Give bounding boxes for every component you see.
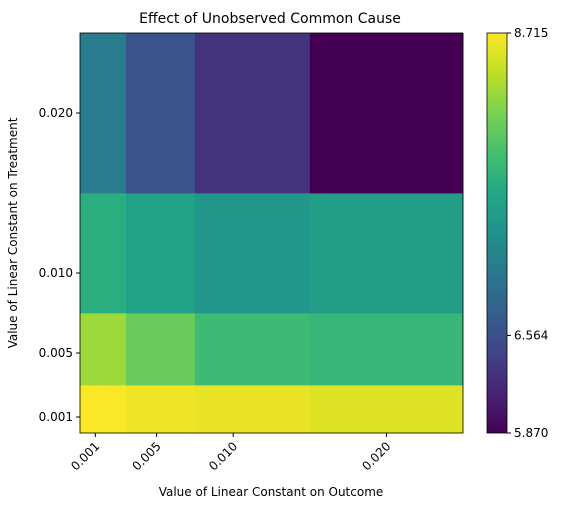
heatmap-cell [309,193,464,314]
heatmap-cell [125,385,196,434]
colorbar-tick-label: 6.564 [514,328,548,342]
y-tick-label: 0.010 [39,266,73,280]
heatmap-cell [125,193,196,314]
x-axis-label: Value of Linear Constant on Outcome [159,485,384,499]
heatmap-cell [194,193,311,314]
heatmap-cell [80,193,127,314]
x-tick-label: 0.020 [359,439,393,473]
x-tick-label: 0.005 [130,439,164,473]
heatmap-cell [80,313,127,386]
heatmap-cell [194,313,311,386]
colorbar [486,32,508,434]
heatmap-cells [80,33,464,434]
plot-frame [79,32,464,434]
heatmap-cell [309,33,464,194]
x-axis-ticks: 0.001 0.005 0.010 0.020 [68,433,394,473]
colorbar-tick-label: 5.870 [514,426,548,440]
heatmap-cell [80,33,127,194]
chart-title: Effect of Unobserved Common Cause [139,11,401,27]
y-tick-label: 0.005 [39,346,73,360]
heatmap-cell [309,313,464,386]
heatmap-cell [309,385,464,434]
y-tick-label: 0.001 [39,410,73,424]
heatmap-cell [125,313,196,386]
y-tick-label: 0.020 [39,106,73,120]
y-axis-ticks: 0.001 0.005 0.010 0.020 [39,106,80,424]
heatmap-cell [125,33,196,194]
colorbar-tick-label: 8.715 [514,26,548,40]
y-axis-label: Value of Linear Constant on Treatment [6,117,20,348]
colorbar-ticks: 8.715 6.564 5.870 [507,26,548,440]
heatmap-cell [194,33,311,194]
x-tick-label: 0.001 [68,439,102,473]
x-tick-label: 0.010 [206,439,240,473]
heatmap-cell [194,385,311,434]
heatmap-cell [80,385,127,434]
